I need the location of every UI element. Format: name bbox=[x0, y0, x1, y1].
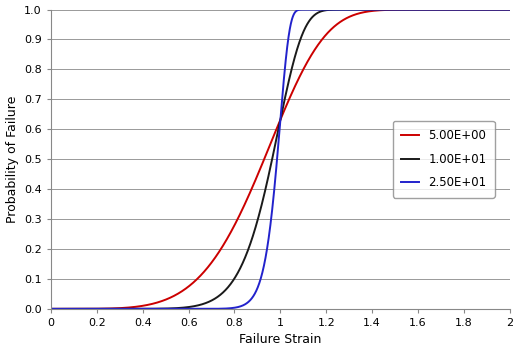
5.00E+00 bbox=[498, 7, 504, 12]
1.00E+01 bbox=[48, 307, 54, 311]
2.50E+01 bbox=[498, 7, 504, 12]
1.00E+01 bbox=[498, 7, 504, 12]
5.00E+00 bbox=[100, 307, 106, 311]
2.50E+01 bbox=[127, 307, 133, 311]
1.00E+01 bbox=[507, 7, 513, 12]
1.00E+01 bbox=[378, 7, 384, 12]
5.00E+00 bbox=[448, 7, 455, 12]
1.00E+01 bbox=[224, 287, 230, 291]
5.00E+00 bbox=[244, 198, 250, 202]
5.00E+00 bbox=[507, 7, 513, 12]
1.00E+01 bbox=[127, 307, 133, 311]
1.00E+01 bbox=[244, 251, 250, 256]
1.00E+01 bbox=[448, 7, 455, 12]
2.50E+01 bbox=[448, 7, 455, 12]
2.50E+01 bbox=[507, 7, 513, 12]
X-axis label: Failure Strain: Failure Strain bbox=[239, 333, 322, 346]
Line: 1.00E+01: 1.00E+01 bbox=[51, 10, 510, 309]
Y-axis label: Probability of Failure: Probability of Failure bbox=[6, 95, 19, 223]
5.00E+00 bbox=[224, 237, 230, 241]
2.50E+01 bbox=[244, 301, 250, 305]
2.50E+01 bbox=[48, 307, 54, 311]
1.00E+01 bbox=[100, 307, 106, 311]
2.50E+01 bbox=[224, 306, 230, 310]
5.00E+00 bbox=[48, 307, 54, 311]
Line: 5.00E+00: 5.00E+00 bbox=[51, 10, 510, 309]
Line: 2.50E+01: 2.50E+01 bbox=[51, 10, 510, 309]
2.50E+01 bbox=[100, 307, 106, 311]
5.00E+00 bbox=[127, 305, 133, 309]
2.50E+01 bbox=[313, 7, 319, 12]
Legend: 5.00E+00, 1.00E+01, 2.50E+01: 5.00E+00, 1.00E+01, 2.50E+01 bbox=[393, 121, 495, 197]
